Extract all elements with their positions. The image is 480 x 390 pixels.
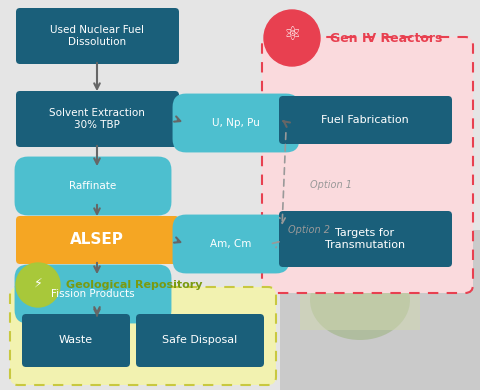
Text: Fuel Fabrication: Fuel Fabrication <box>321 115 409 125</box>
Text: Safe Disposal: Safe Disposal <box>162 335 238 345</box>
Text: Fission Products: Fission Products <box>51 289 135 299</box>
Text: Waste: Waste <box>59 335 93 345</box>
FancyBboxPatch shape <box>279 211 452 267</box>
Text: Raffinate: Raffinate <box>70 181 117 191</box>
FancyBboxPatch shape <box>16 216 179 264</box>
FancyBboxPatch shape <box>14 156 171 215</box>
FancyBboxPatch shape <box>22 314 130 367</box>
Text: Option 2: Option 2 <box>288 225 330 235</box>
Text: Gen IV Reactors: Gen IV Reactors <box>330 32 443 44</box>
Text: Targets for
Transmutation: Targets for Transmutation <box>325 228 405 250</box>
Bar <box>300 240 420 330</box>
Text: ALSEP: ALSEP <box>70 232 124 248</box>
Text: U, Np, Pu: U, Np, Pu <box>212 118 260 128</box>
Circle shape <box>264 10 320 66</box>
Bar <box>280 230 480 390</box>
Text: Geological Repository: Geological Repository <box>66 280 203 290</box>
Text: Used Nuclear Fuel
Dissolution: Used Nuclear Fuel Dissolution <box>50 25 144 47</box>
FancyBboxPatch shape <box>173 94 300 152</box>
FancyBboxPatch shape <box>16 91 179 147</box>
FancyBboxPatch shape <box>14 264 171 323</box>
FancyBboxPatch shape <box>136 314 264 367</box>
FancyBboxPatch shape <box>10 287 276 385</box>
Text: Option 1: Option 1 <box>310 180 352 190</box>
Circle shape <box>16 263 60 307</box>
FancyBboxPatch shape <box>279 96 452 144</box>
Ellipse shape <box>310 260 410 340</box>
Text: ⚛: ⚛ <box>283 25 301 44</box>
FancyBboxPatch shape <box>173 215 289 273</box>
FancyBboxPatch shape <box>262 37 473 293</box>
Text: Am, Cm: Am, Cm <box>210 239 252 249</box>
FancyBboxPatch shape <box>16 8 179 64</box>
Text: Solvent Extraction
30% TBP: Solvent Extraction 30% TBP <box>49 108 145 130</box>
Text: ⚡: ⚡ <box>34 277 42 289</box>
